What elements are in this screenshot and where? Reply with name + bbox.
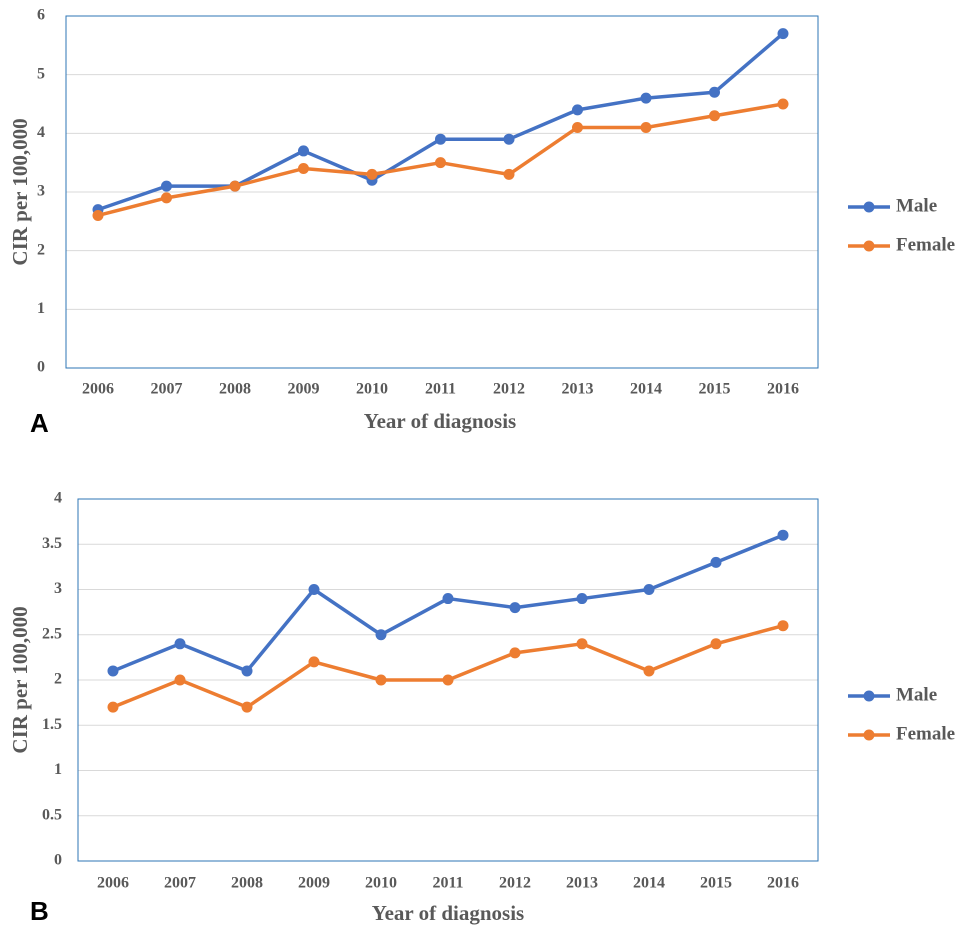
marker — [709, 86, 720, 98]
marker — [107, 665, 119, 677]
marker — [503, 168, 515, 180]
marker — [161, 180, 172, 192]
x-tick-label: 2010 — [365, 875, 397, 892]
x-axis-title: Year of diagnosis — [364, 409, 516, 433]
marker — [298, 145, 309, 157]
y-tick-label: 3 — [37, 183, 45, 200]
marker — [161, 192, 172, 204]
x-axis-title: Year of diagnosis — [372, 901, 524, 925]
marker — [777, 529, 789, 541]
marker — [777, 98, 789, 110]
x-tick-label: 2011 — [432, 875, 463, 892]
y-tick-label: 1 — [54, 761, 62, 778]
marker — [640, 92, 652, 104]
marker — [107, 701, 119, 713]
marker — [572, 121, 583, 133]
x-tick-label: 2016 — [767, 875, 799, 892]
marker — [572, 104, 583, 116]
plot-frame — [65, 15, 819, 369]
x-tick-label: 2011 — [425, 381, 456, 398]
x-tick-label: 2006 — [97, 875, 129, 892]
marker — [643, 584, 655, 595]
marker — [442, 593, 454, 605]
marker — [435, 157, 446, 169]
marker — [92, 209, 104, 221]
y-axis-title: CIR per 100,000 — [8, 606, 32, 753]
marker — [576, 638, 588, 650]
legend-label: Male — [896, 684, 937, 705]
y-tick-label: 4 — [54, 490, 62, 507]
marker — [435, 133, 446, 145]
x-tick-label: 2013 — [566, 875, 598, 892]
marker — [509, 647, 521, 659]
legend-marker — [863, 240, 875, 252]
y-tick-label: 4 — [37, 124, 45, 141]
y-tick-label: 1 — [37, 300, 45, 317]
y-axis-title: CIR per 100,000 — [8, 118, 32, 265]
marker — [308, 656, 320, 668]
marker — [710, 556, 722, 568]
x-tick-label: 2012 — [499, 875, 531, 892]
x-tick-label: 2009 — [298, 875, 330, 892]
y-tick-label: 2 — [54, 671, 62, 688]
x-tick-label: 2015 — [700, 875, 732, 892]
marker — [375, 629, 387, 641]
x-tick-label: 2014 — [630, 381, 662, 398]
marker — [174, 638, 186, 650]
marker — [576, 593, 588, 605]
x-tick-label: 2015 — [699, 381, 731, 398]
line — [112, 624, 784, 709]
y-tick-label: 0 — [54, 852, 62, 869]
legend-marker — [863, 690, 875, 702]
marker — [777, 620, 789, 632]
marker — [640, 121, 652, 133]
x-tick-label: 2013 — [562, 381, 594, 398]
marker — [643, 665, 655, 677]
y-tick-label: 0 — [37, 359, 45, 376]
x-tick-label: 2010 — [356, 381, 388, 398]
y-tick-label: 6 — [37, 7, 45, 24]
marker — [375, 674, 387, 686]
legend-label: Female — [896, 234, 955, 255]
y-tick-label: 2 — [37, 241, 45, 258]
legend-marker — [863, 729, 875, 741]
y-tick-label: 0.5 — [42, 806, 62, 823]
plot-frame — [77, 498, 819, 862]
y-tick-label: 2.5 — [42, 625, 62, 642]
marker — [366, 168, 378, 180]
x-tick-label: 2009 — [288, 381, 320, 398]
x-tick-label: 2014 — [633, 875, 665, 892]
y-tick-label: 5 — [37, 65, 45, 82]
x-tick-label: 2008 — [219, 381, 251, 398]
marker — [710, 638, 722, 650]
legend-label: Female — [896, 723, 955, 744]
marker — [241, 701, 253, 713]
marker — [709, 110, 720, 122]
marker — [298, 163, 309, 175]
x-tick-label: 2007 — [151, 381, 183, 398]
marker — [174, 674, 186, 686]
legend-label: Male — [896, 195, 937, 216]
legend-marker — [863, 201, 875, 213]
x-tick-label: 2016 — [767, 381, 799, 398]
marker — [241, 665, 253, 677]
x-tick-label: 2008 — [231, 875, 263, 892]
x-tick-label: 2007 — [164, 875, 196, 892]
panel-label: A — [30, 408, 49, 438]
y-tick-label: 3 — [54, 580, 62, 597]
y-tick-label: 1.5 — [42, 716, 62, 733]
marker — [442, 674, 454, 686]
marker — [229, 180, 241, 192]
marker — [308, 584, 320, 595]
x-tick-label: 2006 — [82, 381, 114, 398]
marker — [503, 133, 515, 145]
marker — [509, 602, 521, 614]
x-tick-label: 2012 — [493, 381, 525, 398]
panel-label: B — [30, 896, 49, 926]
y-tick-label: 3.5 — [42, 535, 62, 552]
marker — [777, 28, 789, 40]
